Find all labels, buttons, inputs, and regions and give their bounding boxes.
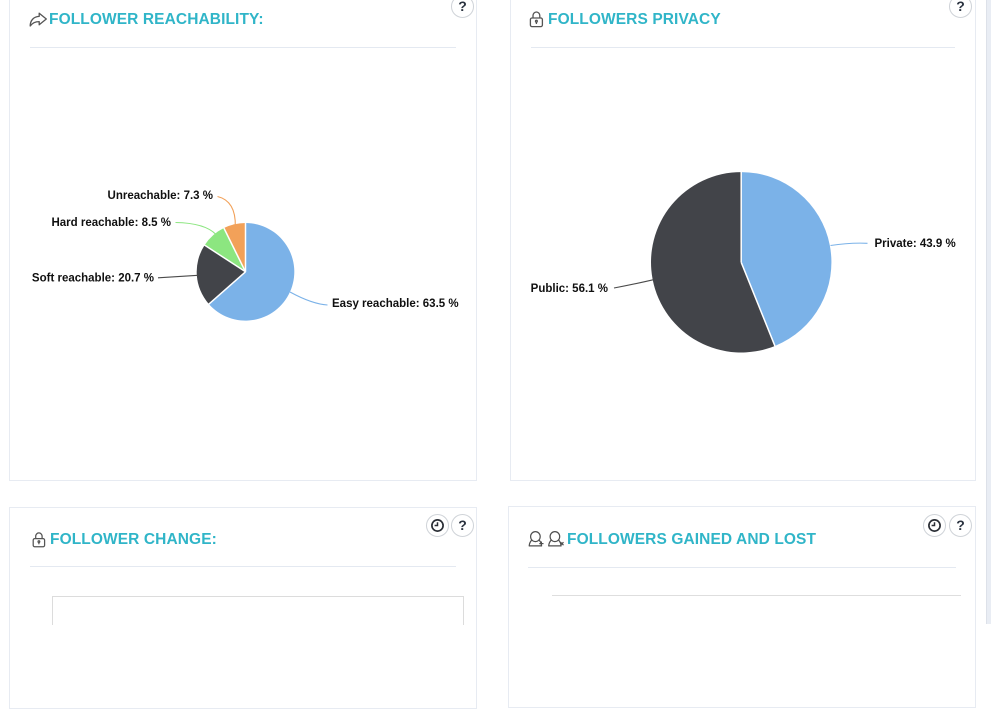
svg-text:Hard reachable: 8.5 %: Hard reachable: 8.5 % xyxy=(51,217,171,229)
svg-text:Easy reachable: 63.5 %: Easy reachable: 63.5 % xyxy=(332,298,459,310)
svg-text:Private: 43.9 %: Private: 43.9 % xyxy=(875,238,956,250)
svg-text:Public: 56.1 %: Public: 56.1 % xyxy=(531,283,608,295)
svg-text:Unreachable: 7.3 %: Unreachable: 7.3 % xyxy=(108,190,213,202)
svg-text:Soft reachable: 20.7 %: Soft reachable: 20.7 % xyxy=(32,273,154,285)
